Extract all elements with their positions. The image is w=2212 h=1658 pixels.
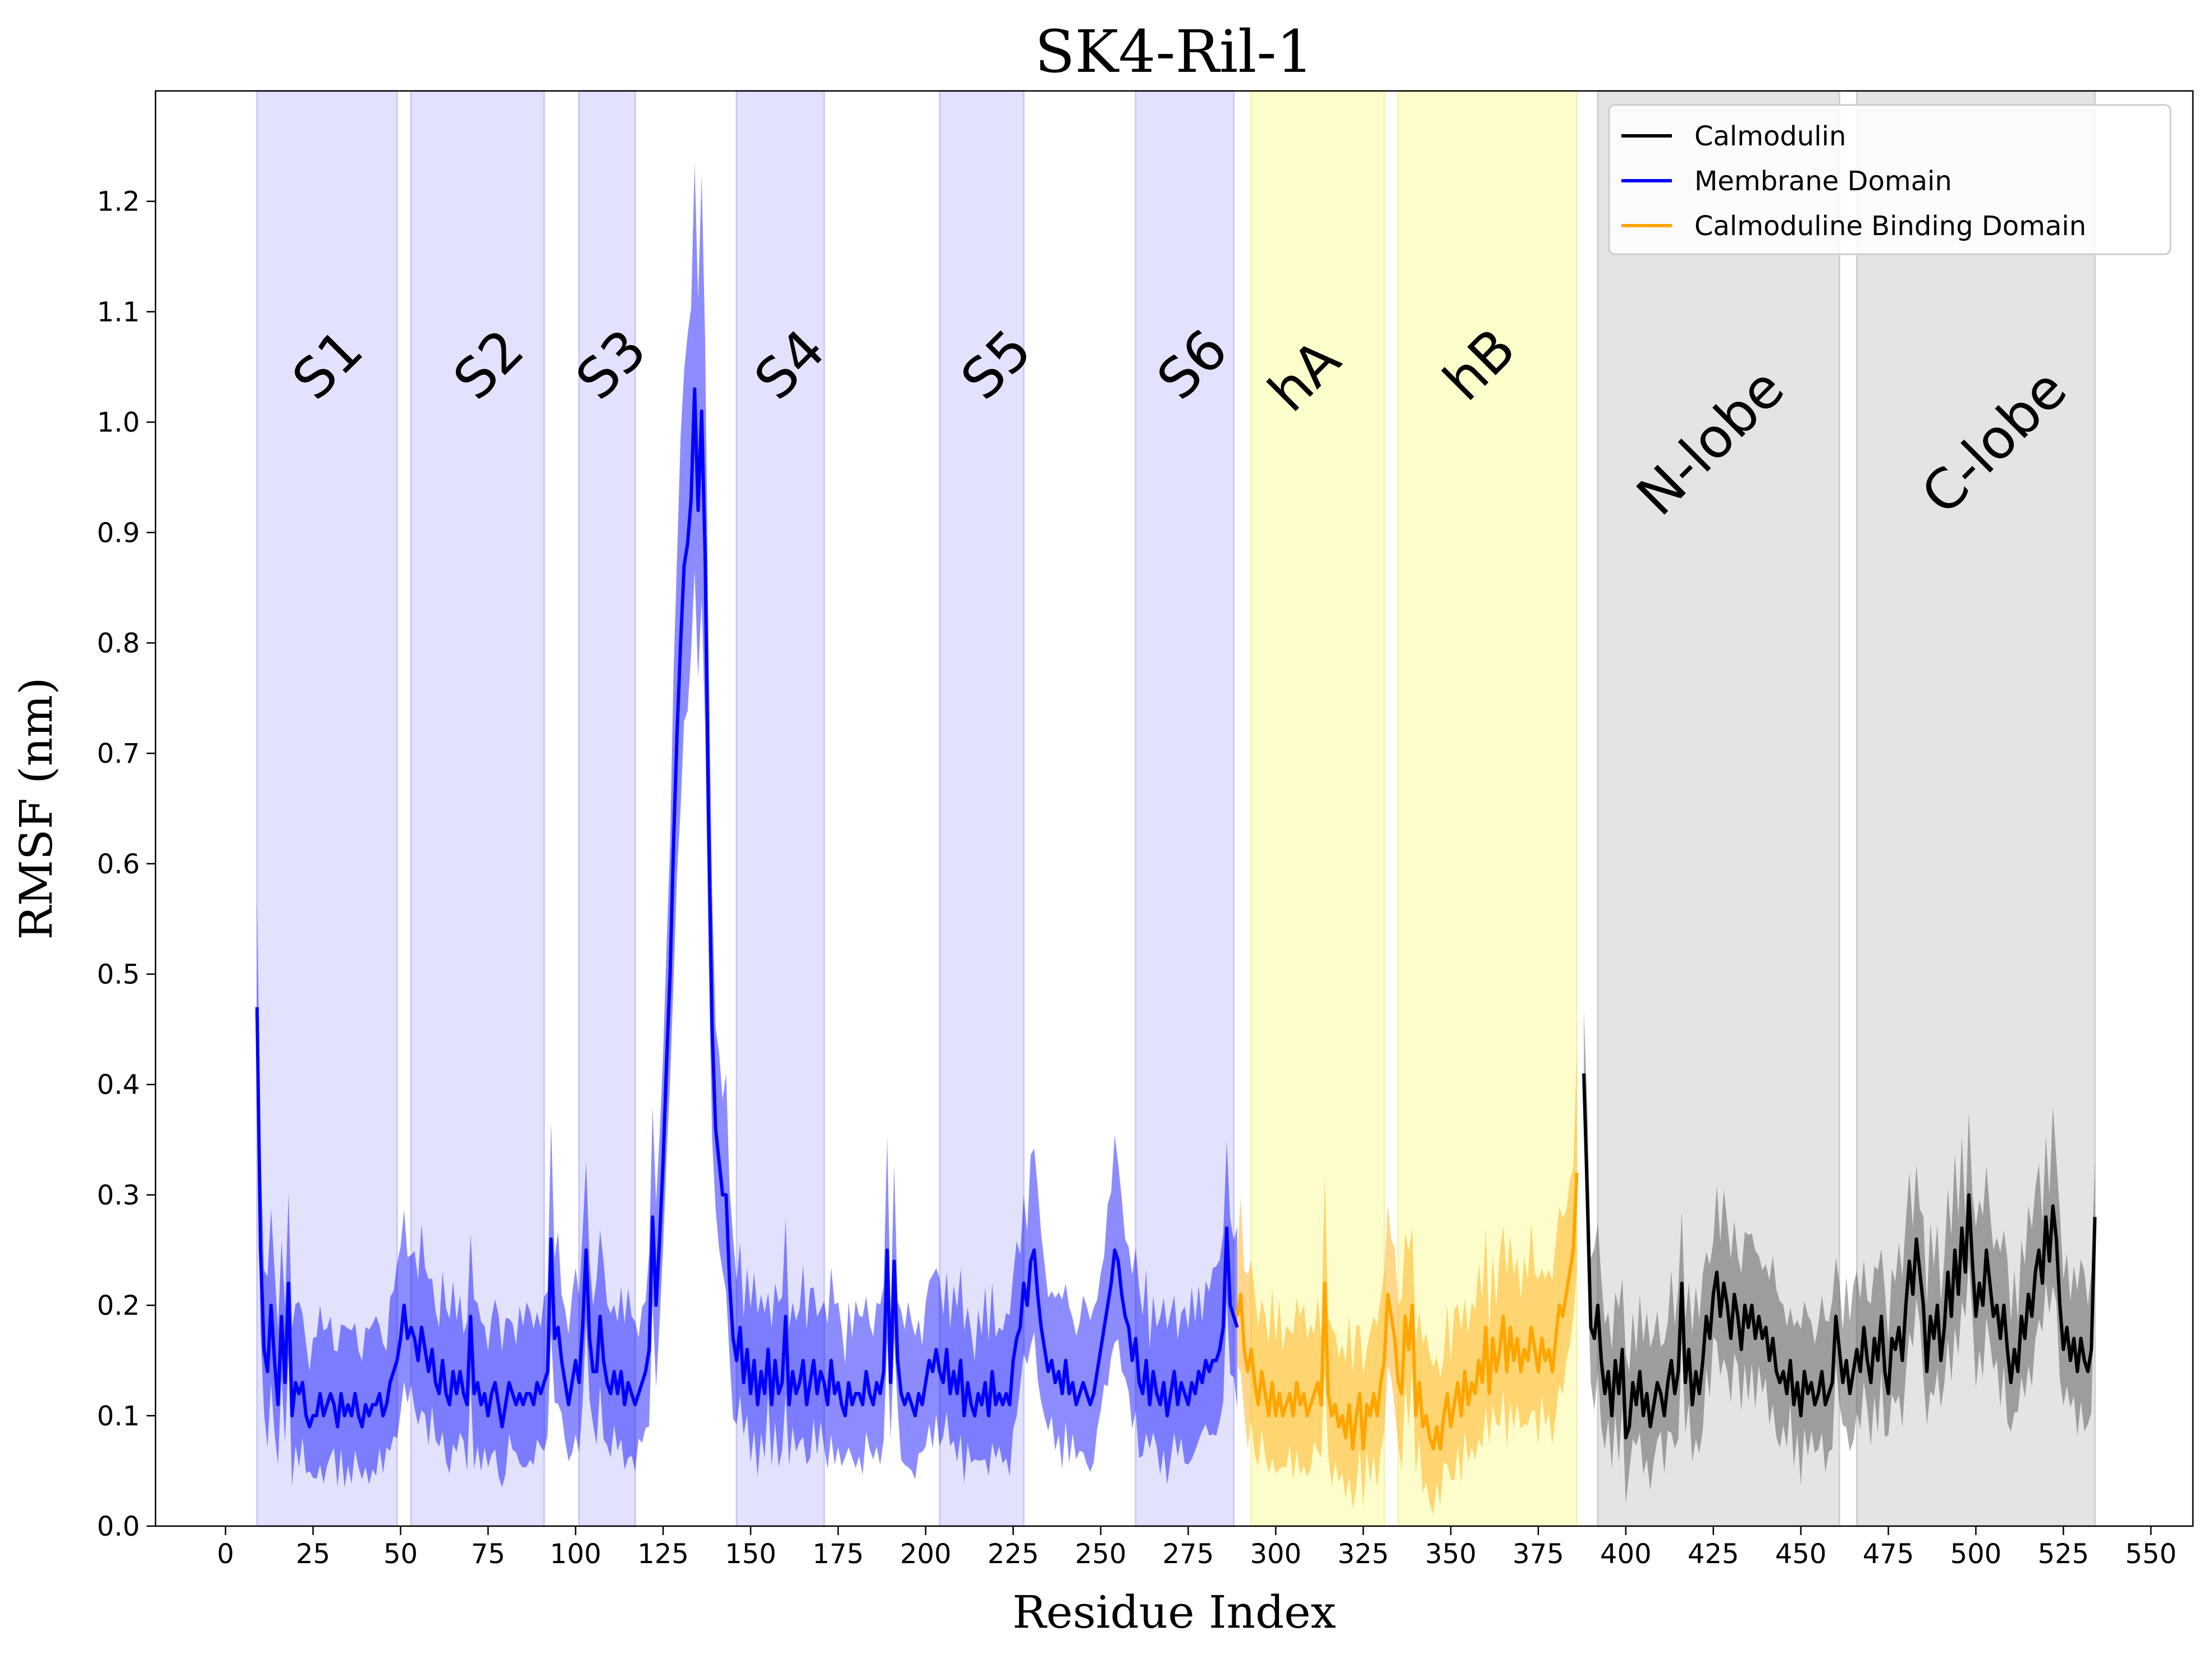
legend-box xyxy=(1608,104,2172,255)
region-s2-band xyxy=(410,90,545,1527)
x-tick-label: 450 xyxy=(1775,1538,1827,1570)
legend-label: Membrane Domain xyxy=(1694,166,1952,197)
x-tick-label: 75 xyxy=(471,1538,505,1570)
region-ha-band xyxy=(1250,90,1386,1527)
region-hb-band xyxy=(1397,90,1578,1527)
x-tick-label: 200 xyxy=(900,1538,952,1570)
x-tick-label: 375 xyxy=(1512,1538,1564,1570)
y-tick-label: 0.9 xyxy=(97,517,140,549)
x-tick-label: 425 xyxy=(1688,1538,1739,1570)
y-tick-label: 1.1 xyxy=(97,296,140,328)
x-tick-label: 175 xyxy=(812,1538,864,1570)
legend-label: Calmodulin xyxy=(1694,121,1846,152)
line-calmoduline-binding-domain xyxy=(1235,1172,1579,1451)
x-axis-label: Residue Index xyxy=(1012,1586,1336,1638)
x-tick-label: 350 xyxy=(1425,1538,1477,1570)
y-tick-label: 0.4 xyxy=(97,1069,140,1101)
domain-regions xyxy=(256,90,2096,1527)
x-tick-label: 300 xyxy=(1250,1538,1302,1570)
y-tick-label: 0.2 xyxy=(97,1290,140,1322)
y-tick-label: 1.0 xyxy=(97,407,140,438)
legend: Calmodulin Membrane Domain Calmoduline Bin… xyxy=(1608,104,2172,255)
region-s5-band xyxy=(939,90,1025,1527)
y-tick-label: 0.6 xyxy=(97,849,140,880)
chart-title: SK4-Ril-1 xyxy=(1035,17,1313,86)
x-tick-label: 125 xyxy=(637,1538,689,1570)
band-membrane-domain xyxy=(257,162,1237,1488)
plot-frame xyxy=(154,90,2194,1527)
x-tick-label: 550 xyxy=(2125,1538,2177,1570)
series-lines xyxy=(255,387,2097,1451)
y-tick-label: 0.1 xyxy=(97,1400,140,1432)
y-tick-label: 0.0 xyxy=(97,1511,140,1542)
line-calmodulin xyxy=(1582,1073,2097,1440)
x-tick-label: 525 xyxy=(2037,1538,2089,1570)
y-tick-label: 0.8 xyxy=(97,628,140,659)
x-tick-label: 225 xyxy=(988,1538,1039,1570)
x-tick-label: 500 xyxy=(1950,1538,2002,1570)
y-axis-ticks: 0.0 0.1 0.2 0.3 0.4 0.5 0.6 0.7 0.8 0.9 1.0 1.1 1.2 xyxy=(97,186,156,1542)
line-membrane-domain xyxy=(255,387,1239,1428)
y-axis-label: RMSF (nm) xyxy=(10,677,62,940)
x-tick-label: 0 xyxy=(217,1538,234,1570)
x-tick-label: 250 xyxy=(1075,1538,1127,1570)
y-tick-label: 0.3 xyxy=(97,1180,140,1211)
x-tick-label: 475 xyxy=(1863,1538,1914,1570)
y-tick-label: 0.7 xyxy=(97,738,140,770)
y-tick-label: 0.5 xyxy=(97,959,140,991)
x-tick-label: 150 xyxy=(725,1538,776,1570)
x-tick-label: 275 xyxy=(1163,1538,1214,1570)
region-s6-band xyxy=(1135,90,1235,1527)
x-tick-label: 400 xyxy=(1600,1538,1652,1570)
region-s1-band xyxy=(256,90,398,1527)
x-axis-ticks: 0 25 50 75 100 125 150 175 200 225 250 275 300 325 350… xyxy=(217,1526,2177,1570)
x-tick-label: 325 xyxy=(1337,1538,1389,1570)
y-tick-label: 1.2 xyxy=(97,186,140,218)
x-tick-label: 50 xyxy=(383,1538,418,1570)
band-calmodulin xyxy=(1584,1010,2095,1504)
x-tick-label: 100 xyxy=(550,1538,601,1570)
x-tick-label: 25 xyxy=(296,1538,330,1570)
legend-label: Calmoduline Binding Domain xyxy=(1694,210,2086,242)
